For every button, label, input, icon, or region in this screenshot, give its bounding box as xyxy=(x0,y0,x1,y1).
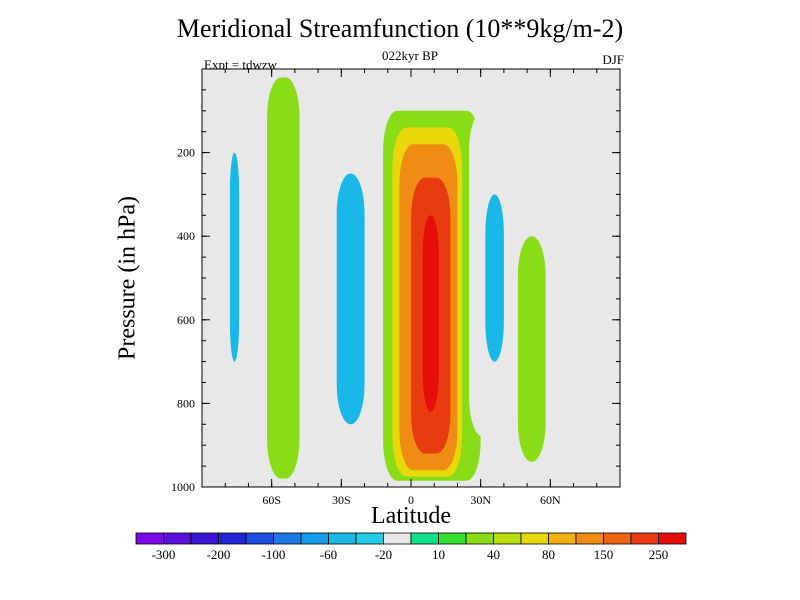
colorbar-tick-label: 150 xyxy=(594,547,614,562)
contour-region xyxy=(422,215,439,412)
x-tick-label: 0 xyxy=(408,493,414,507)
colorbar-tick-label: 10 xyxy=(432,547,445,562)
colorbar-swatch xyxy=(163,532,192,545)
colorbar-swatch xyxy=(410,532,439,545)
colorbar-swatch xyxy=(630,532,659,545)
x-tick-label: 30S xyxy=(332,493,351,507)
colorbar-swatch xyxy=(520,532,549,545)
colorbar-swatch xyxy=(603,532,632,545)
colorbar-swatch xyxy=(465,532,494,545)
y-tick-label: 1000 xyxy=(171,480,195,494)
colorbar-swatch xyxy=(300,532,329,545)
colorbar-swatch xyxy=(658,532,687,545)
colorbar-swatch xyxy=(383,532,412,545)
colorbar-swatch xyxy=(218,532,247,545)
x-tick-label: 30N xyxy=(470,493,491,507)
colorbar-swatch xyxy=(135,532,164,545)
chart-subtitle: 022kyr BP xyxy=(382,48,438,63)
y-tick-label: 800 xyxy=(177,396,195,410)
colorbar-tick-label: -200 xyxy=(207,547,231,562)
colorbar-tick-label: 40 xyxy=(487,547,500,562)
axes-layer: 60S 30S 0 30N 60N 200 400 600 800 1000 xyxy=(171,69,620,507)
colorbar-swatch xyxy=(575,532,604,545)
colorbar-swatch xyxy=(493,532,522,545)
contour-fill-layer xyxy=(220,77,569,481)
colorbar-tick-label: -60 xyxy=(320,547,337,562)
colorbar-tick-label: 250 xyxy=(649,547,669,562)
colorbar-swatch xyxy=(273,532,302,545)
chart-title: Meridional Streamfunction (10**9kg/m-2) xyxy=(176,14,624,43)
contour-region xyxy=(517,236,546,462)
y-tick-label: 600 xyxy=(177,313,195,327)
y-tick-label: 200 xyxy=(177,146,195,160)
y-tick-label: 400 xyxy=(177,229,195,243)
colorbar-swatch xyxy=(438,532,467,545)
colorbar-swatch xyxy=(245,532,274,545)
colorbar-tick-label: -100 xyxy=(262,547,286,562)
colorbar-swatch xyxy=(328,532,357,545)
colorbar-swatch xyxy=(548,532,577,545)
contour-region xyxy=(485,194,504,362)
x-tick-label: 60S xyxy=(262,493,281,507)
contour-region xyxy=(336,173,365,425)
colorbar-tick-label: -20 xyxy=(375,547,392,562)
x-tick-label: 60N xyxy=(540,493,561,507)
colorbar-swatch xyxy=(355,532,384,545)
colorbar-tick-label: 80 xyxy=(542,547,555,562)
experiment-label: Expt = tdwzw xyxy=(204,57,278,72)
colorbar-swatch xyxy=(190,532,219,545)
season-label: DJF xyxy=(602,52,624,67)
x-axis-label: Latitude xyxy=(371,503,451,529)
contour-region xyxy=(267,77,300,479)
colorbar: -300 -200 -100 -60 -20 10 40 80 150 250 xyxy=(135,532,687,562)
contour-region xyxy=(229,152,240,362)
contour-region xyxy=(545,77,569,454)
colorbar-tick-label: -300 xyxy=(152,547,176,562)
